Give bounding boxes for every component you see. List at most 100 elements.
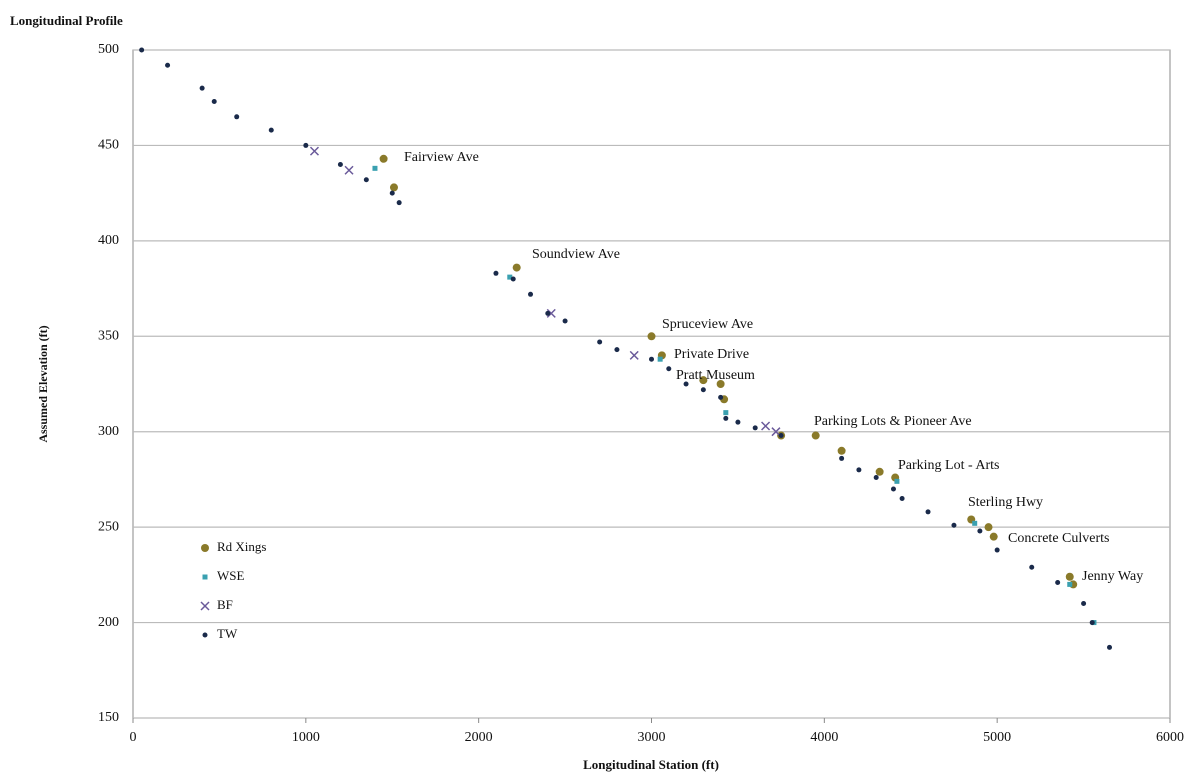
- data-point: [899, 496, 905, 502]
- x-tick-label: 0: [130, 730, 137, 745]
- data-point: [700, 387, 706, 393]
- data-point: [718, 394, 724, 400]
- data-point: [873, 475, 879, 481]
- y-tick-label: 200: [98, 615, 119, 630]
- data-point: [614, 347, 620, 353]
- x-tick-label: 5000: [983, 730, 1011, 745]
- data-point: [211, 99, 217, 105]
- data-point: [268, 127, 274, 133]
- data-point: [666, 366, 672, 372]
- data-point: [972, 520, 978, 526]
- legend-label: Rd Xings: [217, 539, 266, 554]
- y-tick-label: 350: [98, 329, 119, 344]
- data-point: [139, 47, 145, 53]
- x-tick-label: 1000: [292, 730, 320, 745]
- data-point: [379, 154, 388, 163]
- data-point: [1065, 572, 1074, 581]
- x-tick-label: 2000: [465, 730, 493, 745]
- data-point: [199, 85, 205, 91]
- data-point: [344, 165, 354, 175]
- data-point: [597, 339, 603, 345]
- data-point: [951, 522, 957, 528]
- data-point: [363, 177, 369, 183]
- data-point: [875, 467, 884, 476]
- data-point: [1089, 620, 1095, 626]
- data-point: [507, 274, 513, 280]
- data-point: [165, 62, 171, 68]
- y-tick-label: 500: [98, 42, 119, 57]
- data-point: [493, 270, 499, 276]
- data-point: [200, 601, 210, 611]
- data-point: [1107, 644, 1113, 650]
- data-point: [811, 431, 820, 440]
- data-point: [994, 547, 1000, 553]
- data-point: [657, 356, 663, 362]
- annotation: Private Drive: [674, 347, 749, 362]
- y-tick-label: 300: [98, 424, 119, 439]
- x-tick-label: 4000: [810, 730, 838, 745]
- data-point: [890, 486, 896, 492]
- data-point: [528, 291, 534, 297]
- annotation: Soundview Ave: [532, 247, 620, 262]
- data-point: [1029, 564, 1035, 570]
- annotation: Pratt Museum: [676, 368, 755, 383]
- x-tick-label: 6000: [1156, 730, 1184, 745]
- legend-label: WSE: [217, 568, 245, 583]
- data-point: [723, 410, 729, 416]
- data-point: [699, 376, 708, 385]
- data-point: [372, 165, 378, 171]
- legend-label: BF: [217, 597, 233, 612]
- data-point: [337, 162, 343, 168]
- data-point: [761, 421, 771, 431]
- data-point: [752, 425, 758, 431]
- data-point: [723, 415, 729, 421]
- plot-area: [132, 49, 1171, 719]
- annotation: Parking Lot - Arts: [898, 458, 1000, 473]
- y-axis-label: Assumed Elevation (ft): [36, 325, 50, 442]
- annotation: Parking Lots & Pioneer Ave: [814, 414, 972, 429]
- annotation: Fairview Ave: [404, 150, 479, 165]
- data-point: [396, 200, 402, 206]
- data-point: [389, 183, 398, 192]
- x-axis-label: Longitudinal Station (ft): [583, 757, 719, 772]
- data-point: [716, 380, 725, 388]
- data-point: [562, 318, 568, 324]
- data-point: [202, 632, 208, 638]
- data-point: [629, 350, 639, 360]
- data-point: [837, 446, 846, 455]
- data-point: [735, 419, 741, 425]
- data-point: [309, 146, 320, 156]
- data-point: [984, 523, 993, 532]
- annotation: Sterling Hwy: [968, 495, 1043, 510]
- data-point: [778, 433, 784, 439]
- chart-title: Longitudinal Profile: [10, 13, 123, 28]
- data-point: [839, 455, 845, 461]
- annotation: Concrete Culverts: [1008, 531, 1109, 546]
- y-tick-label: 450: [98, 138, 119, 153]
- data-point: [202, 574, 208, 580]
- data-point: [1055, 579, 1061, 585]
- data-point: [512, 263, 521, 272]
- annotation: Spruceview Ave: [662, 317, 753, 332]
- legend-label: TW: [217, 626, 238, 641]
- annotation: Jenny Way: [1082, 569, 1143, 584]
- data-point: [1067, 581, 1073, 587]
- data-point: [389, 190, 395, 196]
- data-point: [649, 356, 654, 362]
- data-point: [201, 544, 209, 552]
- data-point: [546, 308, 556, 318]
- data-point: [234, 114, 240, 120]
- data-point: [683, 381, 689, 387]
- data-point: [647, 332, 656, 341]
- y-tick-label: 150: [98, 710, 119, 725]
- data-point: [856, 467, 862, 473]
- data-point: [894, 478, 900, 484]
- data-point: [989, 532, 998, 541]
- x-tick-label: 3000: [638, 730, 666, 745]
- data-point: [545, 310, 551, 316]
- data-point: [303, 142, 309, 148]
- y-tick-label: 400: [98, 233, 119, 248]
- data-point: [510, 276, 516, 282]
- data-point: [771, 427, 781, 437]
